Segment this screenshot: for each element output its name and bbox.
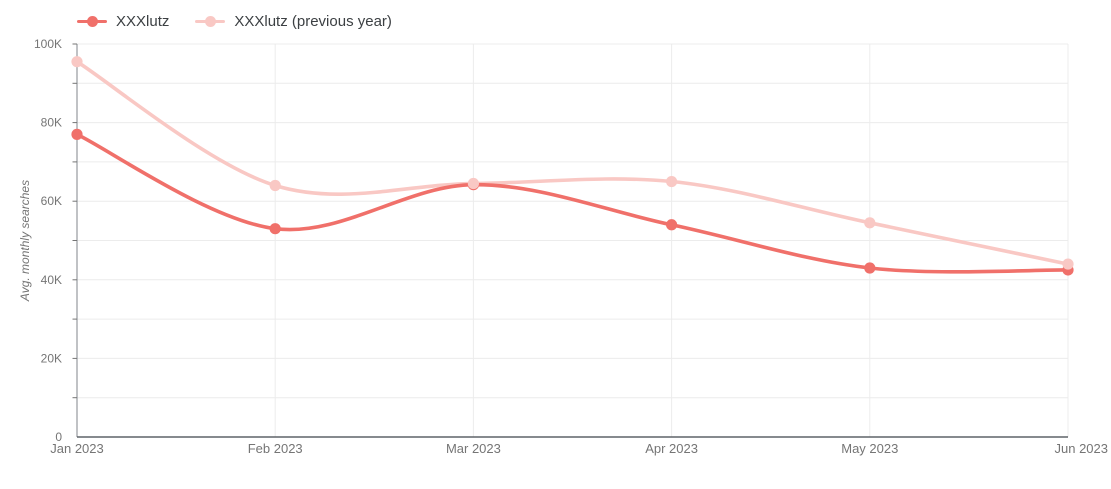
- data-point-previous: [467, 177, 479, 190]
- legend-item-current-year[interactable]: XXXlutz: [77, 13, 169, 30]
- legend-label-current-year: XXXlutz: [116, 13, 170, 30]
- y-tick-label: 20K: [41, 351, 62, 365]
- x-tick-label: Apr 2023: [645, 441, 698, 456]
- data-point-current: [71, 128, 83, 140]
- y-axis-title: Avg. monthly searches: [18, 180, 32, 302]
- x-tick-label: Jun 2023: [1055, 441, 1109, 456]
- legend-label-previous-year: XXXlutz (previous year): [234, 13, 392, 30]
- x-tick-label: May 2023: [841, 441, 898, 456]
- y-tick-label: 40K: [41, 273, 62, 287]
- data-point-previous: [1062, 258, 1074, 270]
- data-point-current: [269, 223, 281, 235]
- data-point-current: [666, 219, 678, 231]
- legend-item-previous-year[interactable]: XXXlutz (previous year): [195, 13, 392, 30]
- y-tick-label: 80K: [41, 116, 62, 130]
- x-tick-label: Mar 2023: [446, 441, 501, 456]
- x-tick-label: Feb 2023: [248, 441, 303, 456]
- legend-line-dot-icon: [77, 16, 107, 28]
- series-line-previous: [75, 59, 1070, 266]
- y-tick-label: 0: [55, 430, 62, 444]
- y-tick-label: 60K: [41, 194, 62, 208]
- data-point-previous: [666, 175, 678, 188]
- data-point-previous: [269, 179, 281, 192]
- data-point-current: [864, 262, 876, 274]
- y-tick-label: 100K: [34, 37, 62, 51]
- legend-line-dot-icon: [195, 16, 226, 28]
- data-point-previous: [71, 56, 83, 68]
- data-point-previous: [864, 217, 876, 229]
- chart-legend: XXXlutz XXXlutz (previous year): [77, 13, 392, 30]
- x-tick-label: Jan 2023: [50, 441, 104, 456]
- series-line-current: [75, 132, 1070, 274]
